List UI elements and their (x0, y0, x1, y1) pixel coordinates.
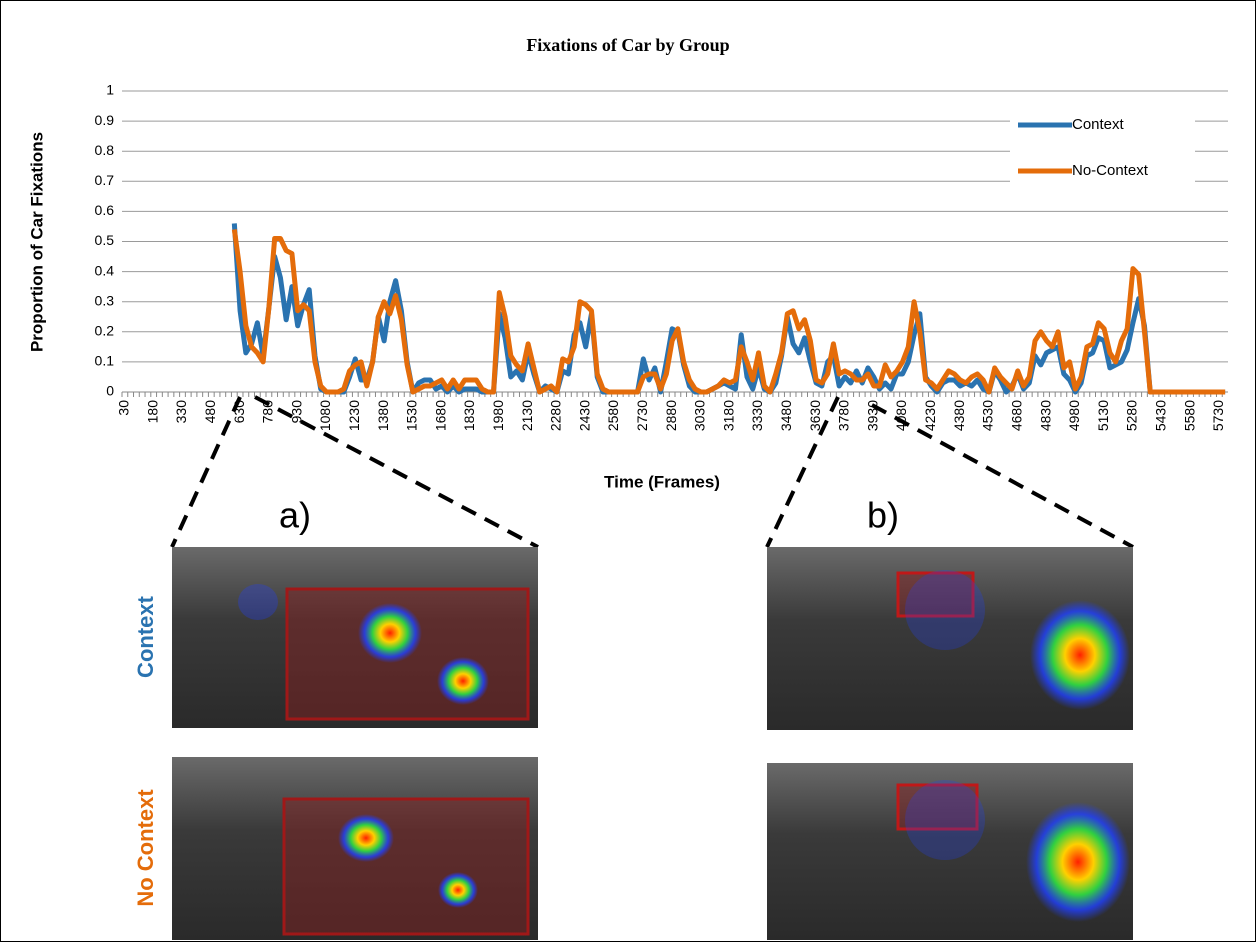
x-tick-label: 5730 (1210, 400, 1226, 431)
x-tick-label: 3030 (692, 400, 708, 431)
x-tick-label: 1830 (461, 400, 477, 431)
x-tick-label: 3780 (836, 400, 852, 431)
legend-box (1010, 108, 1195, 192)
x-tick-label: 3630 (807, 400, 823, 431)
y-tick-label: 0.6 (95, 202, 115, 218)
y-tick-label: 0.8 (95, 142, 115, 158)
x-tick-label: 4380 (951, 400, 967, 431)
x-tick-label: 2130 (519, 400, 535, 431)
row-label: Context (133, 595, 158, 678)
x-tick-label: 5580 (1181, 400, 1197, 431)
y-tick-label: 0.3 (95, 292, 115, 308)
panel-label: b) (867, 495, 899, 536)
series-line (231, 229, 1226, 395)
x-tick-label: 1980 (490, 400, 506, 431)
x-tick-label: 3180 (720, 400, 736, 431)
x-tick-label: 330 (173, 400, 189, 424)
y-tick-label: 1 (106, 82, 114, 98)
image (172, 757, 538, 940)
x-tick-label: 1530 (404, 400, 420, 431)
x-tick-label: 1680 (432, 400, 448, 431)
x-tick-label: 480 (202, 400, 218, 424)
x-tick-label: 2580 (605, 400, 621, 431)
x-tick-label: 4230 (922, 400, 938, 431)
row-label: No Context (133, 789, 158, 907)
y-tick-label: 0 (106, 383, 114, 399)
y-axis-label: Proportion of Car Fixations (27, 132, 46, 352)
x-tick-label: 180 (144, 400, 160, 424)
x-tick-label: 1380 (375, 400, 391, 431)
x-tick-label: 3330 (749, 400, 765, 431)
image (767, 763, 1133, 940)
x-tick-label: 30 (116, 400, 132, 416)
x-tick-label: 930 (288, 400, 304, 424)
legend-label: No-Context (1072, 162, 1149, 179)
y-tick-label: 0.1 (95, 353, 115, 369)
x-tick-label: 4530 (980, 400, 996, 431)
x-tick-label: 3480 (778, 400, 794, 431)
image (172, 547, 538, 728)
y-tick-label: 0.9 (95, 112, 115, 128)
x-tick-label: 780 (260, 400, 276, 424)
x-tick-label: 4980 (1066, 400, 1082, 431)
x-tick-label: 1080 (317, 400, 333, 431)
chart-title: Fixations of Car by Group (526, 35, 729, 55)
panel-label: a) (279, 495, 311, 536)
y-tick-label: 0.4 (95, 262, 115, 278)
x-tick-label: 5130 (1095, 400, 1111, 431)
y-tick-label: 0.7 (95, 172, 115, 188)
y-tick-label: 0.5 (95, 232, 115, 248)
x-tick-label: 4830 (1037, 400, 1053, 431)
x-tick-label: 2430 (576, 400, 592, 431)
plot: 0 0.1 0.2 0.3 0.4 0.5 0.6 0.7 0.8 0.9 1 30 180 330 480… (95, 82, 1228, 431)
legend-label: Context (1072, 116, 1125, 133)
x-tick-label: 5430 (1152, 400, 1168, 431)
y-tick-label: 0.2 (95, 323, 115, 339)
x-tick-label: 2280 (548, 400, 564, 431)
x-tick-label: 4680 (1008, 400, 1024, 431)
x-tick-label: 2880 (663, 400, 679, 431)
x-tick-label: 5280 (1124, 400, 1140, 431)
x-tick-label: 4080 (893, 400, 909, 431)
zoom-lines (170, 395, 1134, 549)
x-tick-label: 1230 (346, 400, 362, 431)
image (767, 547, 1133, 730)
x-tick-label: 2730 (634, 400, 650, 431)
x-axis-label: Time (Frames) (604, 472, 720, 491)
